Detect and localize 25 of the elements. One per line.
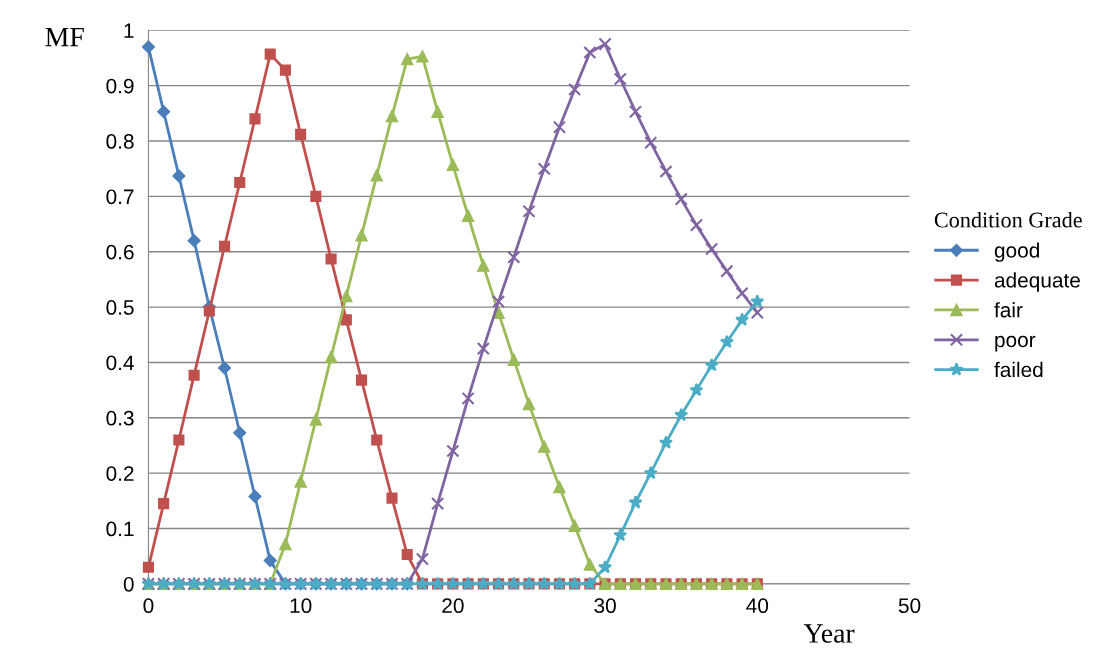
- y-tick-label: 1: [124, 23, 134, 38]
- y-tick-label: 0.3: [106, 410, 134, 426]
- legend-label: fair: [994, 302, 1023, 318]
- x-tick-label: 10: [290, 598, 312, 614]
- x-tick-label: 20: [442, 598, 464, 614]
- y-tick-label: 0.5: [106, 300, 134, 315]
- y-tick-label: 0.2: [106, 466, 134, 481]
- y-tick-label: 0.9: [106, 78, 134, 94]
- x-axis-title: Year: [803, 624, 855, 643]
- y-tick-label: 0.6: [106, 244, 134, 260]
- legend-label: adequate: [994, 272, 1080, 292]
- legend-title: Condition Grade: [934, 211, 1082, 228]
- y-tick-label: 0.7: [106, 189, 134, 205]
- x-tick-label: 0: [143, 598, 154, 614]
- x-tick-label: 30: [594, 598, 616, 614]
- y-tick-label: 0: [123, 576, 134, 592]
- legend-label: good: [994, 242, 1039, 262]
- y-axis-title: MF: [45, 27, 84, 47]
- legend-label: poor: [995, 335, 1036, 352]
- x-tick-label: 40: [746, 598, 769, 614]
- y-tick-label: 0.8: [106, 134, 134, 149]
- x-tick-label: 50: [898, 598, 921, 614]
- legend-label: failed: [994, 361, 1043, 378]
- y-tick-label: 0.4: [106, 355, 134, 371]
- y-tick-label: 0.1: [106, 521, 134, 537]
